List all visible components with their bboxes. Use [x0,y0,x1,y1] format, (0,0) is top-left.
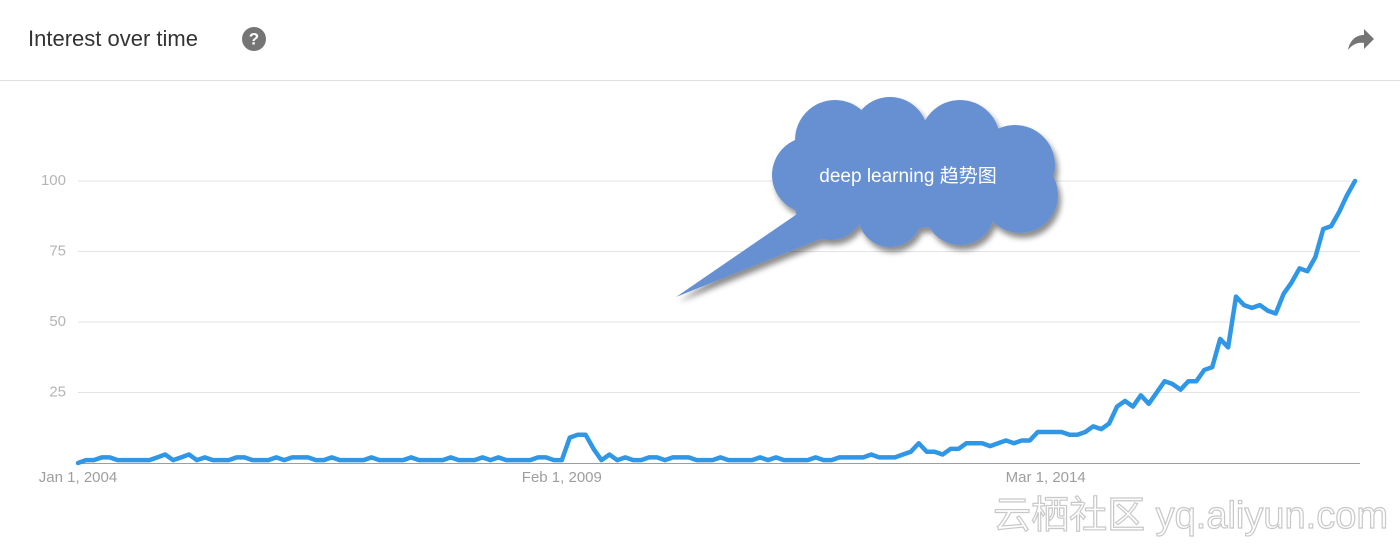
watermark: 云栖社区 yq.aliyun.com [993,495,1388,537]
y-tick-label: 100 [41,172,66,189]
svg-text:?: ? [249,29,259,48]
y-tick-label: 25 [49,383,66,400]
annotation-cloud [676,97,1058,297]
x-tick-label: Mar 1, 2014 [1006,469,1086,486]
help-icon[interactable]: ? [242,27,266,51]
y-tick-label: 75 [49,242,66,259]
x-tick-label: Feb 1, 2009 [522,469,602,486]
share-icon[interactable] [1348,29,1374,50]
y-tick-label: 50 [49,313,66,330]
chart-title: Interest over time [28,26,198,51]
x-tick-label: Jan 1, 2004 [39,469,117,486]
annotation: deep learning 趋势图 [819,165,996,187]
header [0,0,1400,80]
trend-line [75,178,1358,466]
